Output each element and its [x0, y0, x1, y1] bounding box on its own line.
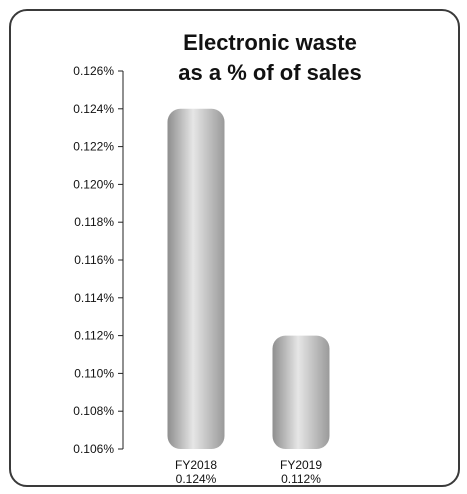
y-axis: 0.126% 0.124% 0.122% 0.120% 0.118% 0.116% 0.11…	[73, 64, 124, 456]
chart-title: Electronic waste as a % of of sales	[120, 28, 420, 88]
chart-title-line-2: as a % of of sales	[178, 60, 362, 85]
x-category-label: FY2018	[175, 458, 217, 472]
y-tick-label: 0.114%	[74, 291, 114, 305]
y-tick-label: 0.120%	[73, 177, 114, 191]
y-tick-label: 0.124%	[73, 102, 114, 116]
chart-frame	[9, 9, 460, 487]
chart-title-line-1: Electronic waste	[183, 30, 357, 55]
y-tick-label: 0.126%	[73, 64, 114, 78]
bar-fy2018	[167, 108, 225, 450]
y-tick-label: 0.116%	[74, 253, 114, 267]
x-category-value: 0.124%	[176, 472, 217, 486]
y-tick-label: 0.110%	[74, 366, 114, 380]
bar-fy2019	[272, 335, 330, 449]
y-tick-label: 0.106%	[73, 442, 114, 456]
x-category-value: 0.112%	[281, 472, 321, 486]
y-tick-label: 0.112%	[74, 329, 114, 343]
y-tick-label: 0.118%	[74, 215, 114, 229]
y-tick-label: 0.122%	[73, 140, 114, 154]
x-category-label: FY2019	[280, 458, 322, 472]
bars	[167, 108, 330, 450]
y-tick-label: 0.108%	[73, 404, 114, 418]
